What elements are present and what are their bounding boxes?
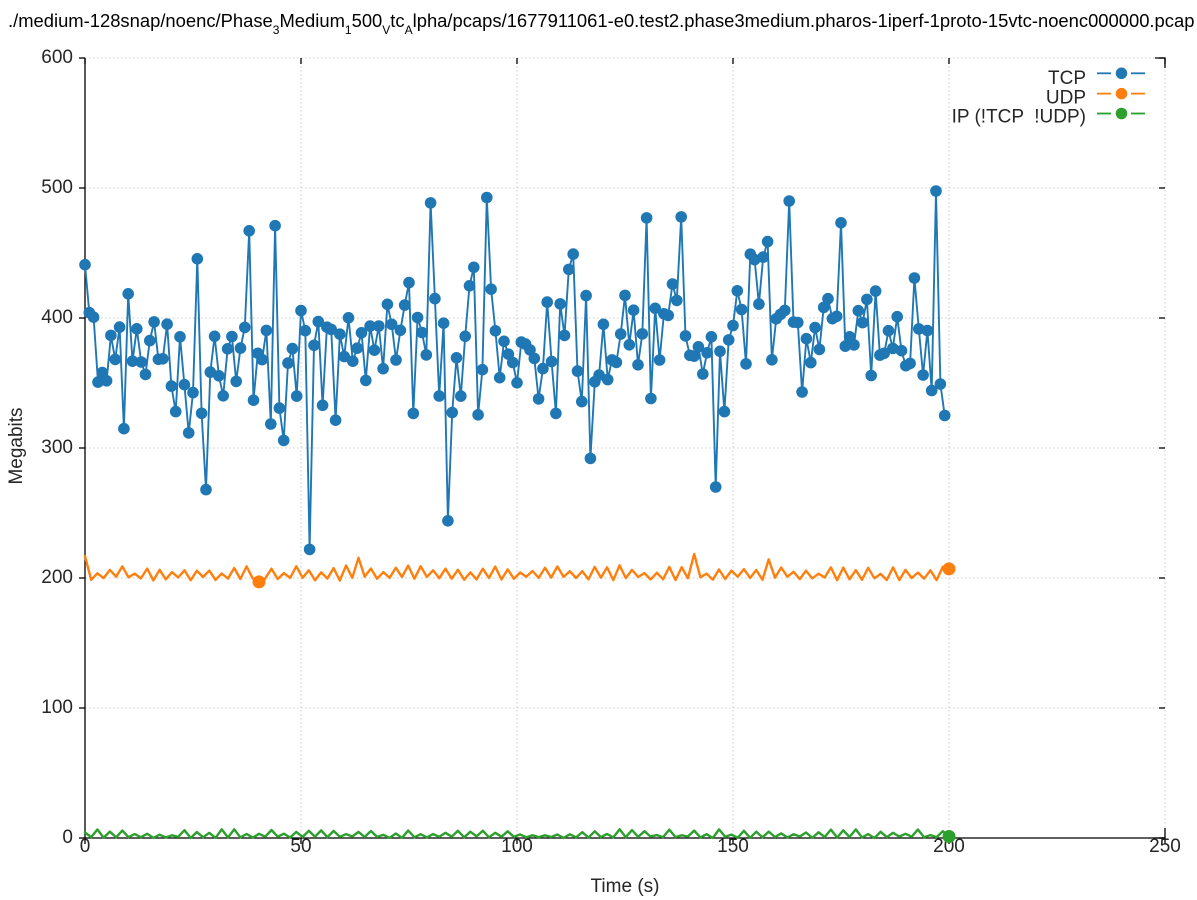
svg-text:600: 600 [41,47,73,68]
svg-text:UDP: UDP [1046,88,1086,109]
svg-text:250: 250 [1149,836,1181,857]
svg-text:400: 400 [41,307,73,328]
svg-text:0: 0 [62,827,73,848]
svg-text:IP (!TCP !UDP): IP (!TCP !UDP) [952,107,1086,128]
svg-text:100: 100 [41,697,73,718]
svg-text:300: 300 [41,437,73,458]
svg-text:500: 500 [41,177,73,198]
svg-text:TCP: TCP [1048,68,1086,89]
svg-text:100: 100 [501,836,533,857]
svg-text:150: 150 [717,836,749,857]
svg-text:50: 50 [290,836,311,857]
svg-text:0: 0 [80,836,91,857]
svg-text:200: 200 [41,567,73,588]
